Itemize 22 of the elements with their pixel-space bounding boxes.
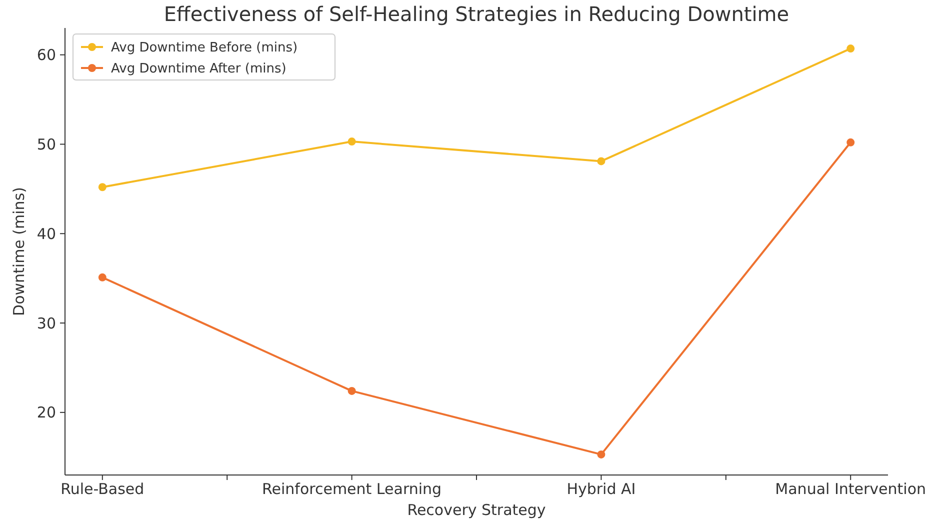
point — [98, 273, 106, 282]
x-tick-label: Hybrid AI — [566, 480, 636, 498]
x-tick-label: Reinforcement Learning — [262, 480, 442, 498]
point — [98, 183, 106, 192]
chart-title: Effectiveness of Self-Healing Strategies in Reducing Downtime — [164, 2, 790, 26]
legend-label: Avg Downtime Before (mins) — [111, 40, 298, 56]
y-tick-label: 50 — [36, 135, 56, 154]
point — [846, 44, 855, 53]
y-tick-label: 40 — [36, 224, 56, 243]
point — [846, 138, 855, 146]
point — [348, 138, 356, 146]
y-tick-label: 30 — [36, 314, 56, 332]
y-tick-label: 20 — [36, 404, 56, 422]
legend-label: Avg Downtime After (mins) — [111, 62, 286, 77]
y-tick-label: 60 — [36, 46, 56, 64]
point — [597, 157, 606, 166]
x-tick-label: Rule-Based — [60, 480, 144, 498]
x-tick-label: Manual Intervention — [775, 480, 926, 498]
y-axis-title: Downtime (mins) — [10, 187, 28, 316]
x-axis-title: Recovery Strategy — [407, 501, 546, 519]
point — [348, 386, 356, 395]
point — [597, 450, 606, 458]
